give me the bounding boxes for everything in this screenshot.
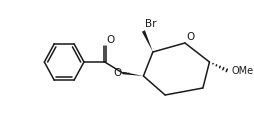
Text: ···: ··· [123,70,130,78]
Polygon shape [122,72,143,76]
Polygon shape [141,30,152,52]
Text: O: O [113,68,121,78]
Text: OMe: OMe [230,66,252,76]
Text: O: O [186,32,194,42]
Text: O: O [106,35,115,45]
Text: Br: Br [145,19,156,29]
